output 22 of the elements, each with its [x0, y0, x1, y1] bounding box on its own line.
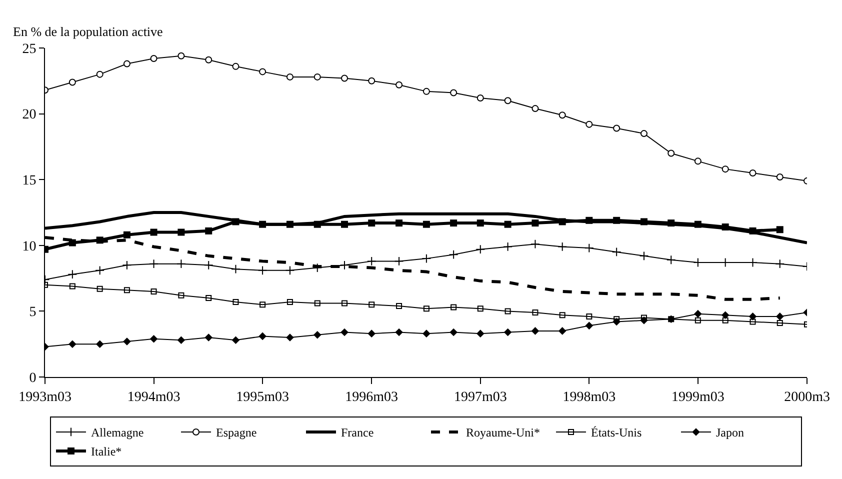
y-tick-label: 15: [22, 174, 36, 188]
x-tick-label: 2000m3: [784, 390, 830, 405]
legend-label: Japon: [716, 426, 744, 440]
y-tick-label: 20: [22, 108, 36, 123]
x-tick-label: 1996m03: [345, 390, 398, 405]
legend-label: Italie*: [91, 444, 122, 459]
y-tick-label: 25: [22, 42, 36, 57]
x-tick-label: 1999m03: [671, 390, 724, 405]
y-tick-label: 0: [29, 370, 36, 386]
legend-label: Allemagne: [91, 426, 144, 440]
x-tick-label: 1993m03: [18, 390, 72, 405]
legend-label: France: [341, 426, 374, 440]
legend-label: Espagne: [216, 426, 257, 440]
legend-label: Royaume-Uni*: [466, 426, 540, 440]
legend-label: États-Unis: [591, 426, 642, 440]
x-tick-label: 1995m03: [236, 390, 289, 405]
y-tick-label: 10: [22, 239, 36, 254]
x-tick-label: 1998m03: [562, 390, 616, 405]
y-axis-title: En % de la population active: [13, 24, 164, 39]
y-tick-label: 5: [29, 305, 36, 320]
x-tick-label: 1997m03: [454, 390, 507, 405]
x-tick-label: 1994m03: [127, 390, 180, 405]
